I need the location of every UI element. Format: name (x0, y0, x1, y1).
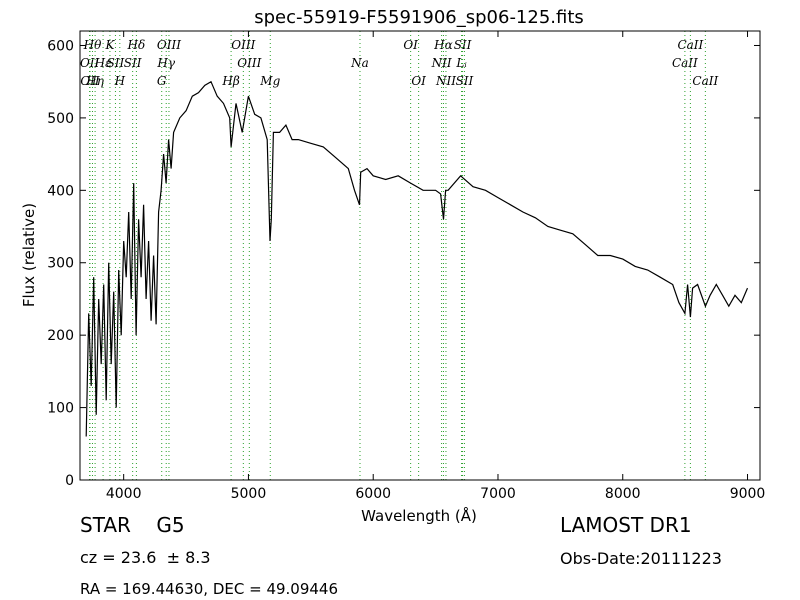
line-label: Hβ (221, 74, 239, 88)
x-tick-label: 7000 (480, 486, 516, 502)
line-label: CaII (672, 56, 698, 70)
x-tick-label: 5000 (231, 486, 267, 502)
axes-frame (79, 30, 761, 481)
line-label: CaII (677, 38, 703, 52)
line-label: SII (456, 74, 474, 88)
x-axis: 4000 5000 6000 7000 8000 9000 (106, 31, 765, 502)
line-label: Mg (259, 74, 280, 88)
line-label: OI (403, 38, 418, 52)
y-axis-label: Flux (relative) (20, 203, 38, 307)
x-tick-label: 4000 (106, 486, 142, 502)
coordinates: RA = 169.44630, DEC = 49.09446 (80, 580, 339, 598)
chart-title: spec-55919-F5591906_sp06-125.fits (254, 7, 584, 28)
line-label: Na (350, 56, 369, 70)
line-label: Hα (433, 38, 453, 52)
x-tick-label: 8000 (605, 486, 641, 502)
line-label: SII (124, 56, 142, 70)
line-label: OIII (157, 38, 181, 52)
survey-name: LAMOST DR1 (560, 513, 692, 537)
line-label: OII (80, 74, 100, 88)
object-class: STAR G5 (80, 513, 185, 537)
line-label: Lᵢ (455, 56, 467, 70)
line-label: OIII (237, 56, 261, 70)
line-label: NII (431, 56, 452, 70)
line-label: G (157, 74, 167, 88)
y-tick-label: 400 (47, 183, 74, 199)
spectrum-line (85, 80, 749, 437)
y-tick-label: 300 (47, 256, 74, 272)
line-label: CaII (692, 74, 718, 88)
line-label: Hη (85, 74, 104, 88)
x-tick-label: 6000 (355, 486, 391, 502)
line-label: OI (411, 74, 426, 88)
x-tick-label: 9000 (730, 486, 766, 502)
line-label: K (104, 38, 115, 52)
line-label: Hδ (127, 38, 146, 52)
y-tick-label: 100 (47, 401, 74, 417)
line-label: OIII (231, 38, 255, 52)
y-tick-label: 600 (47, 38, 74, 54)
y-tick-label: 0 (65, 473, 74, 489)
line-label: Hγ (156, 56, 175, 70)
observation-date: Obs-Date:20111223 (560, 549, 722, 568)
line-label: SII (107, 56, 125, 70)
line-label: NII (435, 74, 456, 88)
y-axis: 0 100 200 300 400 500 600 (47, 38, 760, 489)
redshift-value: cz = 23.6 ± 8.3 (80, 548, 211, 567)
y-tick-label: 500 (47, 111, 74, 127)
y-tick-label: 200 (47, 328, 74, 344)
line-label: Hε (94, 56, 112, 70)
x-axis-label: Wavelength (Å) (361, 506, 477, 525)
line-label: Hθ (83, 38, 102, 52)
line-label: SII (454, 38, 472, 52)
line-label: H (114, 74, 126, 88)
